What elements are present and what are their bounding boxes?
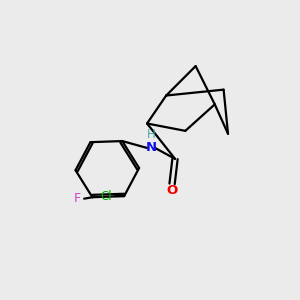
Text: Cl: Cl (100, 190, 112, 202)
Text: F: F (74, 192, 81, 205)
Text: H: H (147, 128, 156, 141)
Text: N: N (146, 141, 157, 154)
Text: O: O (167, 184, 178, 197)
